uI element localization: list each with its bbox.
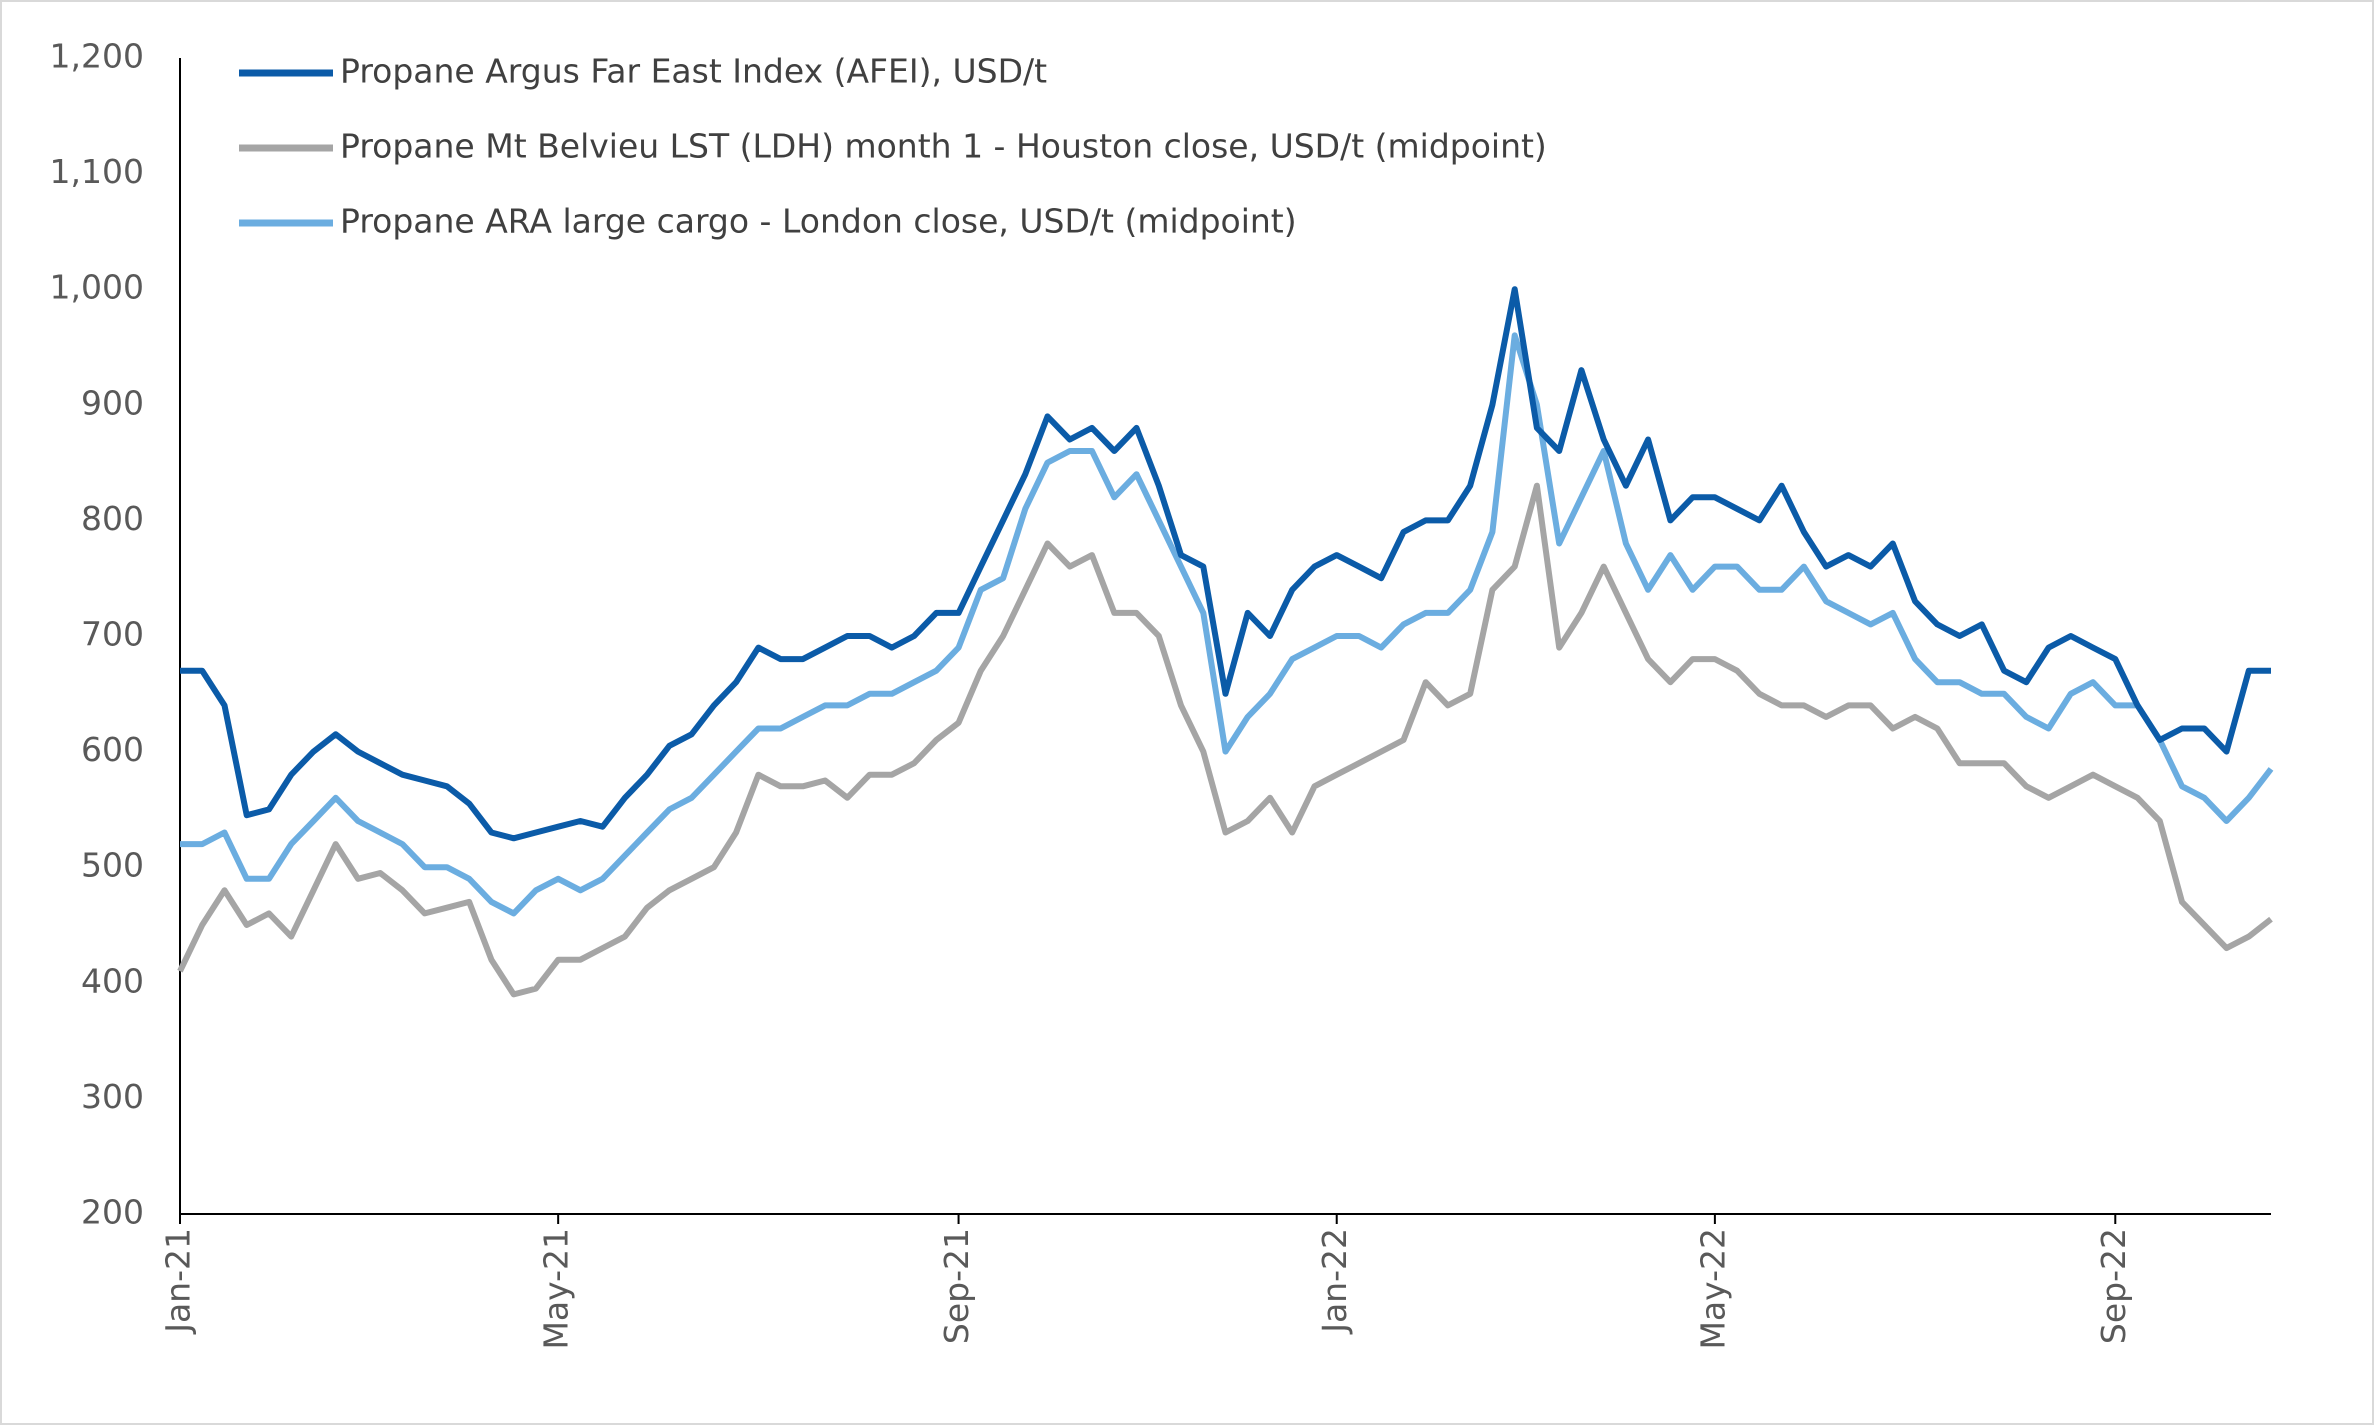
- y-tick-label: 700: [81, 615, 144, 654]
- y-tick-label: 800: [81, 499, 144, 538]
- x-tick-label: Sep-21: [937, 1228, 976, 1344]
- x-tick-label: Jan-22: [1315, 1228, 1354, 1335]
- y-tick-label: 200: [81, 1193, 144, 1232]
- legend-label: Propane Argus Far East Index (AFEI), USD…: [340, 52, 1047, 91]
- y-tick-label: 600: [81, 730, 144, 769]
- legend-label: Propane Mt Belvieu LST (LDH) month 1 - H…: [340, 127, 1547, 166]
- y-tick-label: 1,000: [50, 268, 144, 307]
- x-tick-label: May-21: [537, 1228, 576, 1350]
- y-tick-label: 1,100: [50, 152, 144, 191]
- x-tick-label: Sep-22: [2094, 1228, 2133, 1344]
- x-tick-label: May-22: [1693, 1228, 1732, 1350]
- y-tick-label: 1,200: [50, 37, 144, 76]
- y-tick-label: 400: [81, 961, 144, 1000]
- y-tick-label: 900: [81, 383, 144, 422]
- x-tick-label: Jan-21: [159, 1228, 198, 1335]
- y-tick-label: 300: [81, 1077, 144, 1116]
- y-tick-label: 500: [81, 846, 144, 885]
- series-line: [180, 332, 2274, 917]
- legend-label: Propane ARA large cargo - London close, …: [340, 202, 1297, 241]
- series-line: [180, 286, 2271, 842]
- series-line: [177, 482, 2273, 998]
